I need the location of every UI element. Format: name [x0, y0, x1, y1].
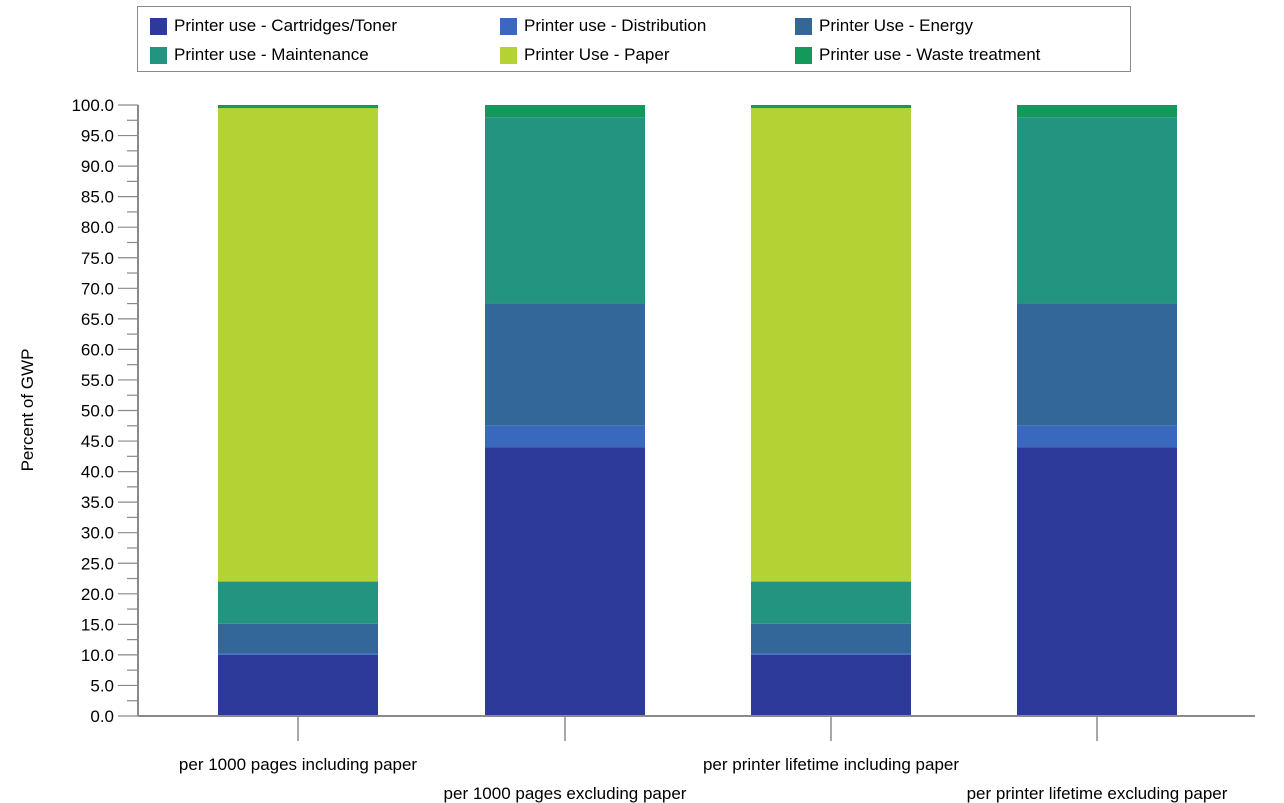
- y-tick-label: 80.0: [81, 218, 114, 237]
- y-tick-label: 45.0: [81, 432, 114, 451]
- bar-segment: [751, 581, 911, 624]
- y-tick-label: 55.0: [81, 371, 114, 390]
- y-tick-label: 20.0: [81, 585, 114, 604]
- legend-swatch: [795, 17, 812, 35]
- bar-segment: [751, 108, 911, 582]
- legend-swatch: [150, 46, 167, 64]
- y-tick-label: 15.0: [81, 615, 114, 634]
- bar-segment: [218, 623, 378, 654]
- legend-label: Printer Use - Energy: [819, 16, 973, 35]
- y-tick-label: 10.0: [81, 646, 114, 665]
- bar-segment: [485, 117, 645, 304]
- bar-segment: [1017, 105, 1177, 118]
- legend-label: Printer use - Cartridges/Toner: [174, 16, 397, 35]
- y-axis-label: Percent of GWP: [18, 349, 37, 472]
- y-tick-label: 95.0: [81, 127, 114, 146]
- bar-segment: [1017, 303, 1177, 426]
- bar-segment: [485, 303, 645, 426]
- y-tick-label: 75.0: [81, 249, 114, 268]
- y-tick-label: 30.0: [81, 524, 114, 543]
- legend-item-waste-treatment: Printer use - Waste treatment: [795, 45, 1040, 65]
- bar-segment: [1017, 117, 1177, 304]
- bar-segment: [218, 581, 378, 624]
- legend-item-distribution: Printer use - Distribution: [500, 16, 706, 36]
- legend-swatch: [500, 17, 517, 35]
- bar-segment: [751, 623, 911, 654]
- x-tick-label: per 1000 pages including paper: [179, 755, 418, 774]
- y-tick-label: 60.0: [81, 340, 114, 359]
- y-tick-label: 70.0: [81, 279, 114, 298]
- legend-swatch: [500, 46, 517, 64]
- bar-segment: [485, 105, 645, 118]
- legend-label: Printer Use - Paper: [524, 45, 670, 64]
- y-tick-label: 0.0: [90, 707, 114, 726]
- bar-segment: [485, 447, 645, 716]
- x-tick-label: per printer lifetime excluding paper: [967, 784, 1228, 803]
- legend-item-cartridges-toner: Printer use - Cartridges/Toner: [150, 16, 397, 36]
- x-axis: per 1000 pages including paper per 1000 p…: [138, 715, 1255, 803]
- legend-label: Printer use - Distribution: [524, 16, 707, 35]
- y-tick-label: 90.0: [81, 157, 114, 176]
- y-tick-label: 100.0: [71, 96, 114, 115]
- legend-item-energy: Printer Use - Energy: [795, 16, 973, 36]
- bar-segment: [1017, 425, 1177, 448]
- bar-segment: [751, 653, 911, 655]
- legend-label: Printer use - Waste treatment: [819, 45, 1041, 64]
- bar-segment: [218, 105, 378, 109]
- legend-item-paper: Printer Use - Paper: [500, 45, 670, 65]
- legend-swatch: [150, 17, 167, 35]
- legend-swatch: [795, 46, 812, 64]
- y-tick-label: 50.0: [81, 402, 114, 421]
- legend-item-maintenance: Printer use - Maintenance: [150, 45, 369, 65]
- bar-segment: [1017, 447, 1177, 716]
- bar-segment: [218, 654, 378, 716]
- y-tick-label: 35.0: [81, 493, 114, 512]
- y-tick-label: 85.0: [81, 188, 114, 207]
- y-tick-label: 65.0: [81, 310, 114, 329]
- bar-segment: [751, 105, 911, 109]
- chart-legend: Printer use - Cartridges/Toner Printer u…: [137, 6, 1131, 72]
- x-tick-label: per 1000 pages excluding paper: [444, 784, 687, 803]
- y-tick-label: 40.0: [81, 463, 114, 482]
- y-tick-label: 5.0: [90, 676, 114, 695]
- y-tick-label: 25.0: [81, 554, 114, 573]
- bar-segment: [751, 654, 911, 716]
- x-tick-label: per printer lifetime including paper: [703, 755, 959, 774]
- y-axis: 0.0 5.0 10.0 15.0 20.0 25.0 30.0 35.0 40.0 45.0 50…: [71, 96, 139, 726]
- bar-group: [218, 105, 1177, 716]
- bar-segment: [218, 108, 378, 582]
- legend-label: Printer use - Maintenance: [174, 45, 369, 64]
- bar-segment: [218, 653, 378, 655]
- bar-segment: [485, 425, 645, 448]
